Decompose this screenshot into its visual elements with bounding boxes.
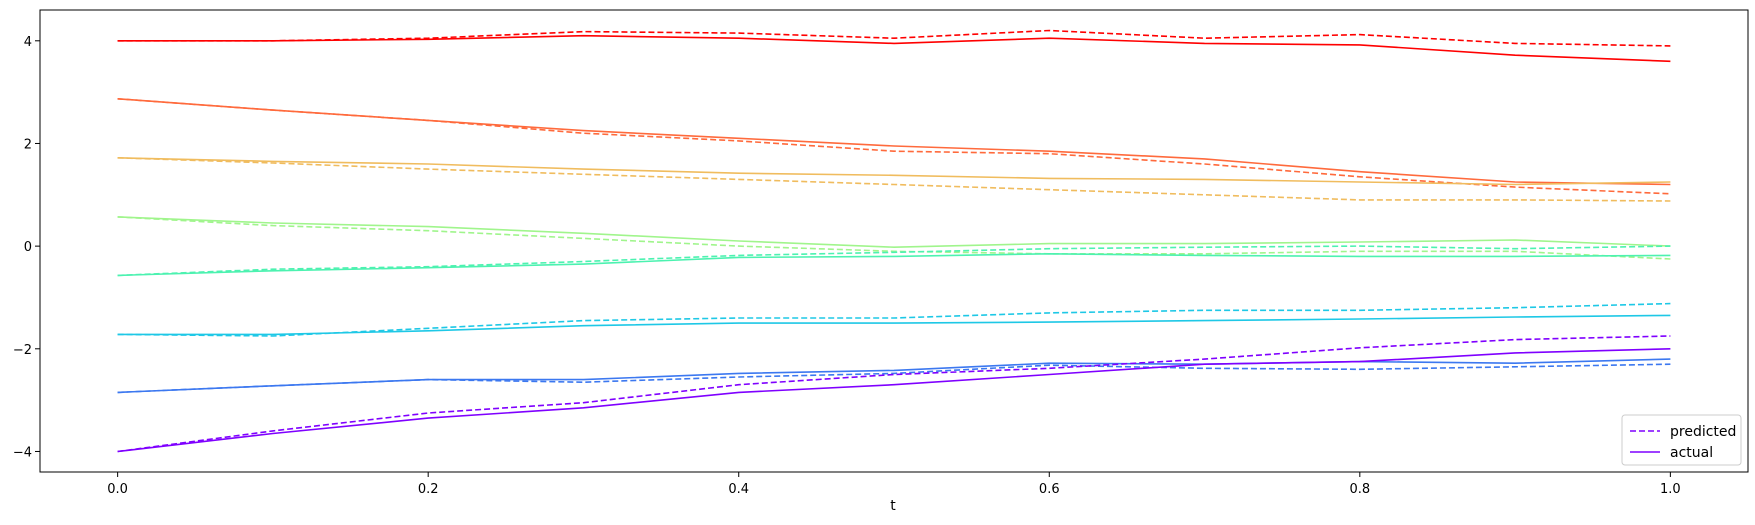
series-line-1-dashed (117, 29, 1671, 47)
series-line-4-solid (117, 157, 1671, 186)
series-line-12-solid (117, 358, 1671, 394)
series-line-14-solid (117, 348, 1671, 453)
x-tick-label-0: 0.0 (107, 482, 128, 497)
legend: predicted actual (1621, 414, 1742, 466)
series-line-6-solid (117, 216, 1671, 248)
x-tick-label-2: 0.4 (728, 482, 749, 497)
x-axis: 0.0 0.2 0.4 0.6 0.8 1.0 (107, 472, 1681, 497)
x-axis-label: t (890, 498, 896, 514)
x-tick-label-4: 0.8 (1349, 482, 1370, 497)
series-line-11-dashed (117, 302, 1671, 337)
series-line-9-dashed (117, 245, 1671, 277)
series-line-5-dashed (117, 157, 1671, 202)
x-tick-label-3: 0.6 (1039, 482, 1060, 497)
y-axis: −4 −2 0 2 4 (13, 35, 40, 460)
legend-predicted-label: predicted (1670, 424, 1736, 440)
x-tick-label-1: 0.2 (418, 482, 439, 497)
y-tick-label-2: 0 (24, 240, 32, 255)
legend-actual-label: actual (1670, 445, 1713, 461)
series-line-3-dashed (117, 98, 1671, 195)
series-line-7-dashed (117, 216, 1671, 260)
series-line-2-solid (117, 98, 1671, 186)
y-tick-label-0: −4 (13, 445, 32, 460)
series-line-15-dashed (117, 335, 1671, 453)
y-tick-label-4: 4 (24, 35, 32, 50)
series-line-8-solid (117, 253, 1671, 277)
series-line-0-solid (117, 34, 1671, 63)
x-tick-label-5: 1.0 (1660, 482, 1681, 497)
series-lines (117, 29, 1671, 453)
series-line-10-solid (117, 314, 1671, 336)
series-line-13-dashed (117, 363, 1671, 394)
y-tick-label-3: 2 (24, 137, 32, 152)
y-tick-label-1: −2 (13, 343, 32, 358)
plot-frame (39, 9, 1749, 473)
